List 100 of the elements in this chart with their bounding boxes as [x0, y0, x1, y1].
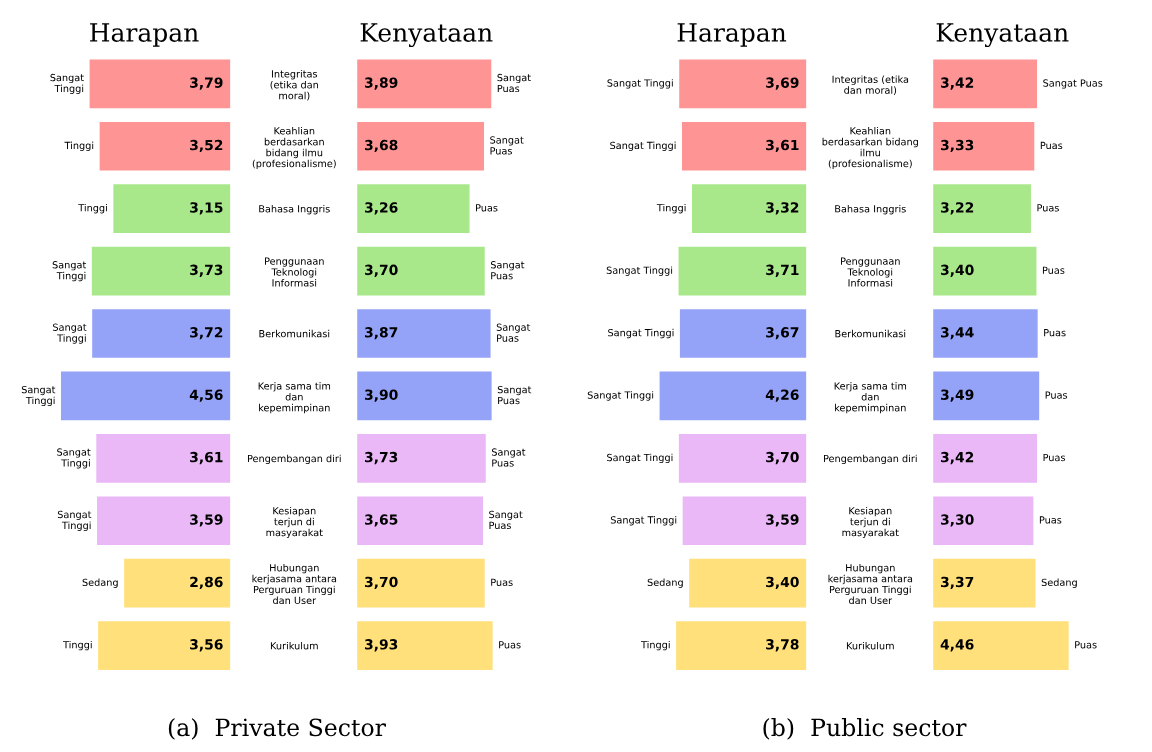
annotation: Puas	[1045, 391, 1068, 399]
annotation: Sedang	[82, 578, 118, 588]
annotation: Sangat Tinggi	[606, 266, 673, 276]
data-label: 3,78	[766, 639, 799, 652]
y-tick-label: Keahlian berdasarkan bidang ilmu (profesionalisme)	[252, 126, 336, 170]
data-label: 3,49	[940, 389, 974, 402]
data-label: 3,70	[766, 451, 799, 465]
bar	[357, 621, 493, 670]
bar	[679, 309, 807, 358]
annotation: Tinggi	[656, 203, 686, 214]
y-tick-label: Berkomunikasi	[835, 329, 906, 338]
data-label: 3,70	[364, 576, 398, 589]
data-label: 3,32	[766, 202, 799, 215]
annotation: Tinggi	[78, 203, 107, 214]
data-label: 3,93	[364, 639, 398, 652]
y-tick-label: Kerja sama tim dan kepemimpinan	[834, 382, 907, 414]
y-tick-label: Integritas (etika dan moral)	[270, 70, 319, 101]
data-label: 3,72	[190, 327, 223, 340]
annotation: Sangat Tinggi	[607, 79, 673, 89]
data-label: 3,73	[364, 451, 398, 465]
data-label: 3,40	[766, 576, 799, 589]
y-tick-label: Berkomunikasi	[259, 329, 330, 338]
data-label: 3,61	[766, 139, 799, 153]
y-tick-label: Penggunaan Teknologi Informasi	[265, 257, 324, 287]
data-label: 3,56	[190, 639, 223, 652]
bar	[113, 184, 231, 234]
bar	[89, 59, 231, 109]
annotation: Sangat Tinggi	[21, 385, 56, 407]
annotation: Puas	[1075, 641, 1097, 649]
data-label: 3,42	[940, 77, 974, 90]
bar	[96, 434, 231, 483]
annotation: Puas	[1040, 141, 1063, 150]
data-label: 3,59	[190, 514, 223, 527]
bar	[689, 558, 807, 608]
data-label: 3,90	[364, 389, 398, 402]
annotation: Puas	[1042, 266, 1065, 274]
y-tick-label: Keahlian berdasarkan bidang ilmu (profesionalisme)	[822, 126, 918, 170]
annotation: Tinggi	[64, 141, 94, 151]
data-label: 3,67	[766, 327, 799, 340]
data-label: 3,40	[940, 264, 974, 277]
data-label: 4,56	[189, 389, 223, 402]
annotation: Sangat Tinggi	[607, 453, 673, 464]
text: (a) Private Sector	[168, 718, 386, 740]
bar	[357, 59, 492, 109]
data-label: 3,30	[940, 514, 974, 527]
bar	[933, 121, 1035, 171]
data-label: 3,26	[364, 202, 398, 215]
y-tick-label: Integritas (etika dan moral)	[832, 75, 909, 96]
data-label: 3,37	[940, 576, 974, 589]
bar	[357, 434, 486, 483]
chart-title: Kenyataan	[936, 23, 1069, 48]
bar	[933, 371, 1040, 421]
data-label: 3,89	[364, 77, 398, 90]
data-label: 3,69	[766, 77, 799, 90]
data-label: 2,86	[190, 576, 223, 589]
bar	[357, 496, 483, 546]
chart-title: Harapan	[677, 23, 787, 47]
annotation: Sangat Puas	[491, 448, 526, 467]
annotation: Puas	[476, 204, 498, 212]
bar	[357, 371, 492, 421]
bar	[933, 621, 1069, 670]
data-label: 3,87	[364, 327, 398, 340]
annotation: Sangat Tinggi	[50, 73, 84, 94]
y-tick-label: Penggunaan Teknologi Informasi	[841, 257, 900, 287]
annotation: Tinggi	[63, 640, 92, 651]
bar	[124, 558, 231, 608]
bar	[679, 59, 807, 109]
annotation: Puas	[1037, 204, 1059, 212]
annotation: Sangat Tinggi	[610, 516, 677, 526]
annotation: Sangat Puas	[1043, 79, 1103, 89]
bar	[682, 496, 807, 546]
data-label: 3,79	[190, 77, 223, 90]
bar	[357, 184, 470, 234]
bar	[357, 246, 485, 296]
y-tick-label: Hubungan kerjasama antara Perguruan Tinggi dan User	[828, 563, 913, 605]
bar	[681, 121, 807, 171]
bar	[933, 246, 1037, 296]
annotation: Sangat Puas	[489, 510, 523, 530]
annotation: Puas	[1043, 453, 1065, 462]
data-label: 3,22	[940, 202, 974, 215]
bar	[933, 558, 1036, 608]
bar	[691, 184, 807, 234]
annotation: Sangat Tinggi	[52, 261, 87, 282]
annotation: Sangat Puas	[496, 323, 531, 342]
data-label: 3,52	[190, 139, 223, 153]
annotation: Sedang	[647, 578, 683, 588]
bar	[933, 184, 1031, 234]
y-tick-label: Kesiapan terjun di masyarakat	[842, 506, 899, 539]
bar	[357, 121, 485, 171]
bar	[678, 434, 807, 483]
y-tick-label: Bahasa Inggris	[835, 204, 906, 215]
annotation: Puas	[1044, 329, 1066, 337]
annotation: Puas	[491, 578, 513, 586]
data-label: 3,59	[766, 514, 799, 527]
y-tick-label: Kerja sama tim dan kepemimpinan	[258, 382, 331, 414]
bar	[99, 121, 231, 171]
data-label: 3,73	[190, 264, 223, 277]
data-label: 3,42	[940, 451, 974, 465]
data-label: 3,68	[364, 139, 398, 153]
y-tick-label: Kesiapan terjun di masyarakat	[266, 506, 323, 539]
